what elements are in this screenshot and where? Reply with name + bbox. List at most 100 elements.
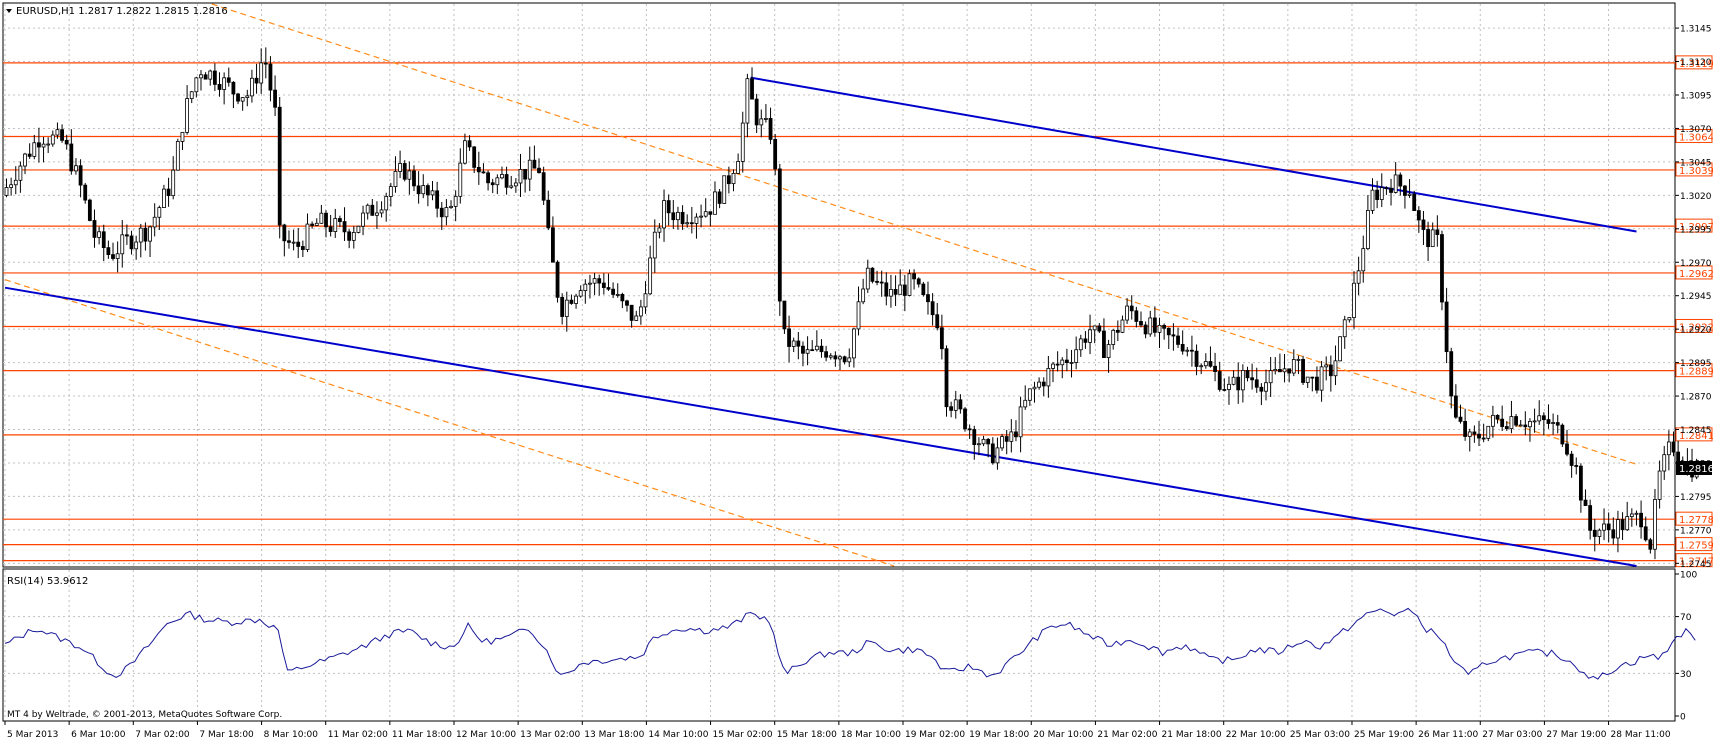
- candle-body: [1064, 359, 1069, 363]
- rsi-axis-label: 70: [1680, 613, 1692, 623]
- candle-body: [601, 282, 606, 288]
- time-axis-label: 27 Mar 03:00: [1482, 730, 1542, 740]
- time-axis-label: 11 Mar 18:00: [392, 730, 452, 740]
- candle-body: [676, 211, 680, 221]
- candle-body: [449, 205, 453, 208]
- level-price-label: 1.2841: [1679, 431, 1713, 442]
- chart-symbol-info: EURUSD,H1 1.2817 1.2822 1.2815 1.2816: [16, 6, 228, 17]
- candle-body: [551, 227, 555, 263]
- candle-body: [1078, 338, 1083, 351]
- candle-body: [1435, 229, 1440, 235]
- candle-body: [115, 253, 120, 259]
- time-axis-label: 5 Mar 2013: [7, 730, 58, 740]
- price-axis-label: 1.2920: [1680, 326, 1712, 336]
- candle-body: [1352, 282, 1356, 318]
- candle-body: [1041, 381, 1046, 387]
- candle-body: [222, 77, 227, 90]
- time-axis[interactable]: 5 Mar 2013 6 Mar 10:00 7 Mar 02:00 7 Mar 18…: [4, 721, 1671, 740]
- candle-body: [583, 283, 588, 292]
- candle-body: [32, 142, 37, 157]
- time-axis-label: 28 Mar 11:00: [1611, 730, 1671, 740]
- candle-body: [759, 118, 764, 126]
- candle-body: [1092, 325, 1097, 331]
- candle-body: [1166, 327, 1171, 336]
- candle-body: [657, 227, 662, 233]
- candle-body: [912, 273, 916, 280]
- candle-body: [703, 211, 708, 217]
- candle-body: [129, 235, 134, 250]
- candle-body: [254, 77, 259, 84]
- candle-body: [1319, 366, 1324, 391]
- candle-body: [713, 191, 717, 215]
- candle-body: [101, 231, 106, 249]
- candle-body: [111, 254, 115, 259]
- candle-body: [476, 166, 481, 173]
- candle-body: [1509, 416, 1514, 430]
- candle-body: [1421, 219, 1426, 230]
- candle-body: [597, 278, 602, 284]
- candle-body: [1477, 433, 1481, 439]
- candle-body: [1287, 368, 1292, 374]
- candle-body: [662, 200, 666, 229]
- price-axis-label: 1.2795: [1680, 493, 1712, 503]
- candle-body: [569, 299, 574, 304]
- candle-body: [9, 184, 14, 188]
- candle-body: [328, 226, 333, 232]
- chart-menu-triangle-icon[interactable]: [6, 9, 12, 13]
- candle-body: [1162, 324, 1167, 329]
- candle-body: [1190, 349, 1194, 352]
- candle-body: [1365, 210, 1370, 250]
- candle-body: [1245, 370, 1250, 379]
- candle-body: [926, 294, 930, 303]
- price-axis-label: 1.2870: [1680, 393, 1712, 403]
- candle-body: [717, 191, 722, 204]
- candle-body: [699, 215, 703, 218]
- channel-trendlines[interactable]: [4, 76, 1637, 567]
- candle-body: [1180, 344, 1185, 352]
- candle-body: [1597, 529, 1602, 537]
- candle-body: [1018, 406, 1023, 438]
- candle-body: [527, 159, 532, 180]
- dashed-trendline[interactable]: [4, 279, 895, 567]
- candle-body: [574, 295, 578, 304]
- candle-body: [83, 184, 88, 201]
- candle-body: [842, 356, 847, 363]
- candle-body: [856, 301, 861, 330]
- candle-body: [1296, 358, 1301, 361]
- candle-body: [764, 118, 768, 120]
- candle-body: [1152, 317, 1157, 333]
- candle-body: [1259, 386, 1264, 392]
- candle-body: [1055, 363, 1060, 366]
- candle-body: [412, 170, 416, 187]
- candle-body: [963, 408, 967, 430]
- candle-body: [4, 187, 9, 196]
- candle-body: [1051, 363, 1055, 369]
- fib-trendlines[interactable]: [4, 3, 1637, 567]
- candle-body: [458, 162, 463, 197]
- candle-body: [1514, 416, 1518, 426]
- candle-body: [250, 77, 254, 97]
- candle-body: [953, 399, 958, 411]
- price-axis[interactable]: 1.3145 1.3120 1.3095 1.3070 1.3045 1.3020 1.29…: [1675, 25, 1712, 570]
- candle-body: [745, 78, 750, 124]
- candle-body: [1620, 519, 1625, 531]
- channel-trendline[interactable]: [4, 286, 1637, 567]
- horizontal-levels[interactable]: 1.3119 1.3064 1.3039 1.2997 1.2962 1.2922 1.28…: [3, 55, 1713, 568]
- candle-body: [689, 222, 694, 225]
- candle-body: [671, 212, 676, 221]
- candle-body: [333, 218, 338, 232]
- candle-body: [907, 273, 912, 296]
- candle-body: [1602, 523, 1606, 531]
- candle-body: [1014, 431, 1018, 438]
- candle-body: [1129, 305, 1134, 312]
- channel-trendline[interactable]: [750, 76, 1637, 233]
- candle-body: [398, 163, 402, 172]
- time-axis-label: 21 Mar 18:00: [1162, 730, 1222, 740]
- candle-body: [708, 211, 713, 215]
- candle-body: [166, 188, 171, 197]
- candle-body: [1611, 529, 1616, 539]
- candle-body: [203, 74, 208, 80]
- candle-body: [875, 280, 879, 283]
